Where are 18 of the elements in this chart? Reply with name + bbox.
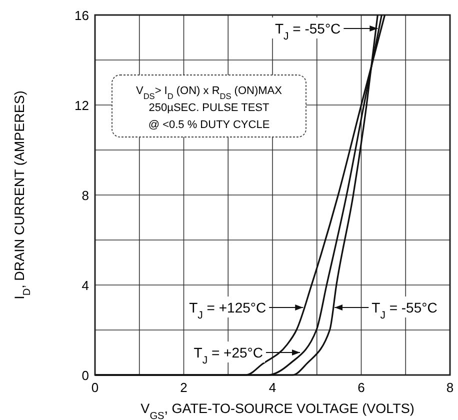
x-axis-title: V$_{GS}$, GATE-TO-SOURCE VOLTAGE (VOLTS) [140,401,414,420]
annotation: V$_{DS}$> I$_{D}$ (ON) x R$_{DS}$ (ON)MAX [136,85,283,100]
x-tick-label: 4 [268,380,276,395]
annotation: T$_{J}$ = -55°C [274,20,341,42]
annotation: T$_{J}$ = +25°C [194,344,264,366]
y-tick-label: 12 [74,98,89,113]
y-tick-label: 8 [82,188,89,203]
annotation: T$_{J}$ = -55°C [372,300,438,322]
y-tick-label: 0 [82,368,89,383]
x-tick-label: 8 [446,380,454,395]
y-tick-label: 4 [82,278,89,293]
y-tick-label: 16 [74,8,89,23]
x-tick-label: 2 [180,380,188,395]
annotation: @ <0.5 % DUTY CYCLE [148,119,270,131]
x-tick-label: 0 [91,380,99,395]
x-tick-label: 6 [358,380,365,395]
annotation: 250µSEC. PULSE TEST [148,102,270,114]
annotation: T$_{J}$ = +125°C [189,300,266,322]
